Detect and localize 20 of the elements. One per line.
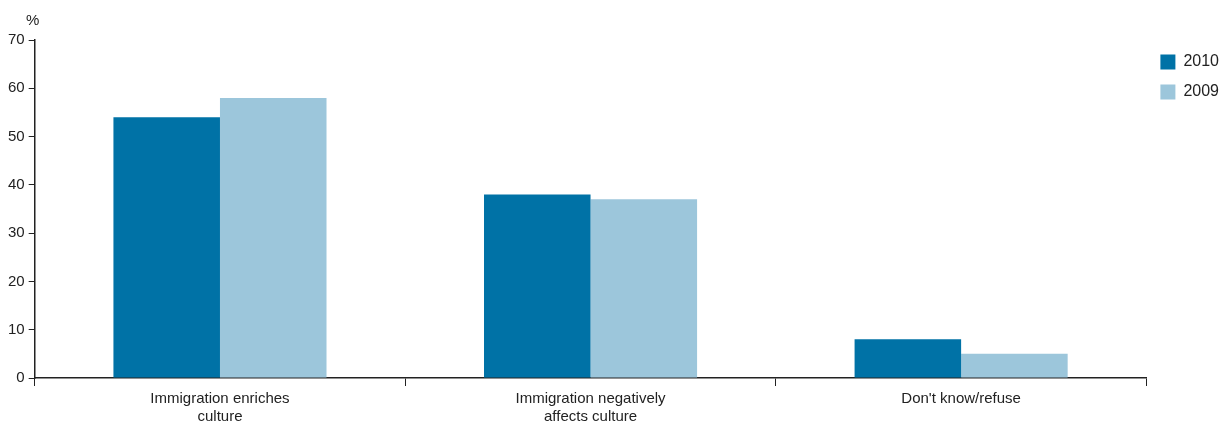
bar [590,199,698,378]
x-tick-label: Don't know/refuse [901,389,1021,407]
legend-label: 2010 [1183,52,1220,70]
legend-label: 2009 [1183,82,1220,100]
y-axis-title: % [26,10,40,28]
bar [113,117,220,378]
y-tick-label: 20 [8,271,25,289]
y-tick-label: 30 [8,223,25,241]
y-tick-label: 60 [8,78,25,96]
y-tick-label: 40 [8,175,25,192]
y-tick-label: 50 [8,126,25,144]
bar [219,97,327,378]
y-tick-label: 0 [16,368,25,386]
x-tick-label: Immigration negatively affects culture [515,389,667,425]
bar [961,353,1068,378]
y-tick-label: 10 [8,319,25,337]
bar [484,194,591,378]
bar [854,339,962,378]
y-tick-label: 70 [8,30,25,48]
x-tick-label: Immigration enriches culture [150,389,290,425]
